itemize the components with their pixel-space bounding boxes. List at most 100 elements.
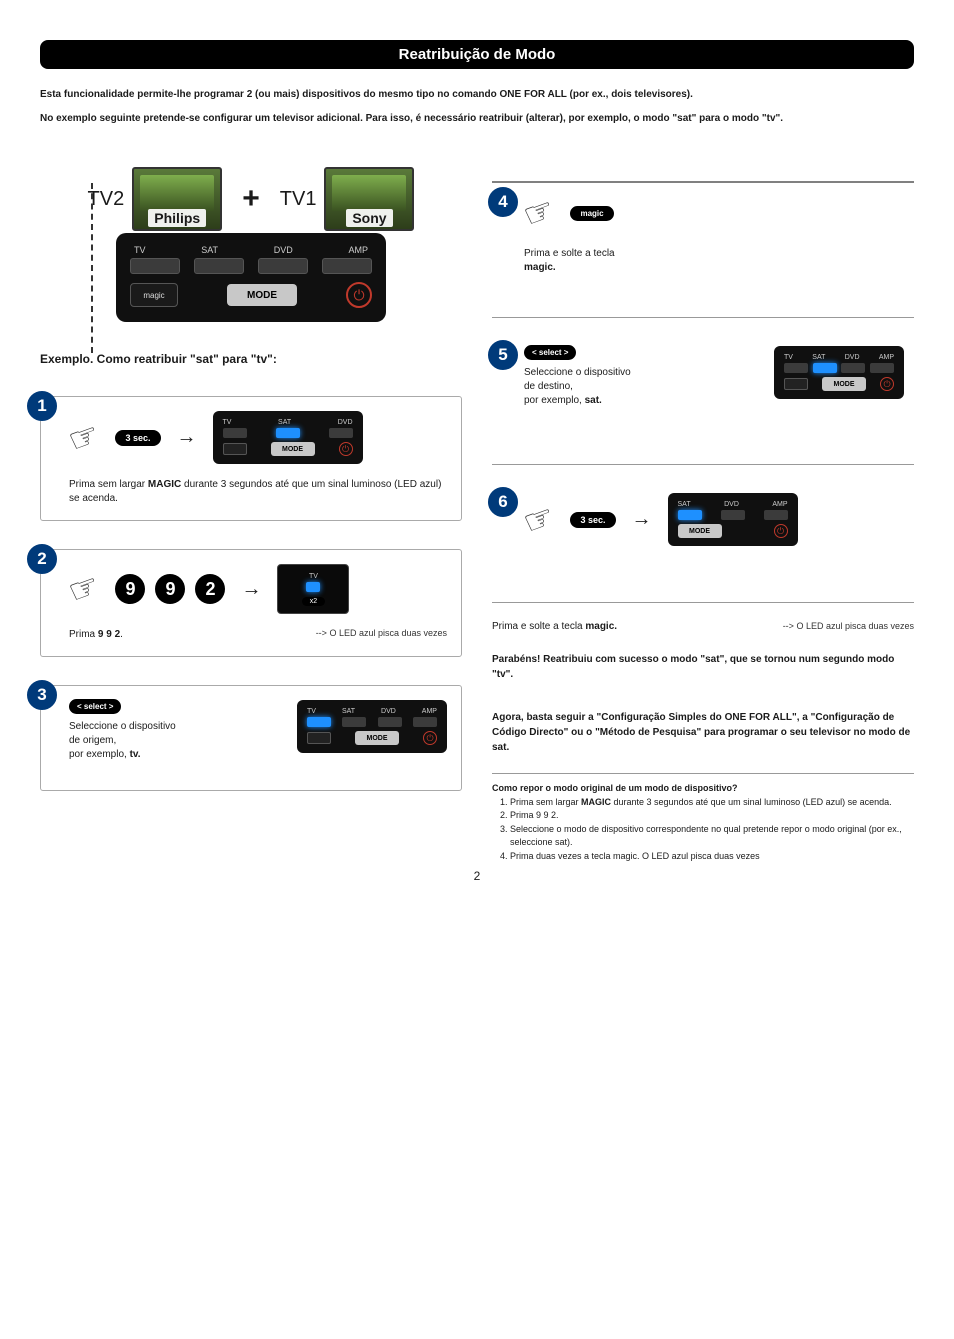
step-3: 3 < select > Seleccione o dispositivo de… — [40, 685, 462, 791]
reset-item: Prima duas vezes a tecla magic. O LED az… — [510, 850, 914, 864]
l3b: sat. — [585, 395, 602, 406]
magic-button: magic — [130, 283, 178, 307]
lbl: AMP — [879, 354, 894, 361]
mini-remote: SAT DVD AMP MODE ⏻ — [668, 493, 798, 546]
badge-3sec: 3 sec. — [115, 430, 160, 446]
lbl: TV — [307, 708, 316, 715]
slot — [841, 363, 865, 373]
arrow-icon: → — [177, 426, 197, 449]
success-p2: Agora, basta seguir a "Configuração Simp… — [492, 710, 914, 755]
magic-sm — [784, 378, 808, 390]
divider — [492, 602, 914, 603]
slot — [764, 510, 788, 520]
step-2: 2 ☞ 9 9 2 → TV x2 — [40, 549, 462, 657]
lbl: DVD — [338, 419, 353, 426]
cap-bold: 9 9 2 — [98, 629, 120, 640]
step-number: 1 — [27, 391, 57, 421]
tv1-label: TV1 — [280, 188, 317, 211]
mode-sm: MODE — [271, 442, 315, 456]
hand-icon: ☞ — [518, 189, 560, 237]
t: MAGIC — [581, 797, 611, 807]
cap-bold: magic. — [585, 621, 617, 632]
t: Prima duas vezes a tecla magic. O LED az… — [510, 851, 760, 861]
blink-note: --> O LED azul pisca duas vezes — [316, 628, 447, 642]
power-icon: ⏻ — [339, 442, 353, 456]
tv-tiny-lbl: TV — [309, 573, 318, 580]
l1: Prima e solte a tecla — [524, 247, 904, 261]
step2-caption: Prima 9 9 2. — [69, 628, 123, 642]
tv2-brand: Philips — [148, 209, 206, 227]
magic-badge: magic — [570, 206, 613, 221]
slot-on — [813, 363, 837, 373]
power-icon: ⏻ — [774, 524, 788, 538]
lbl: SAT — [342, 708, 355, 715]
lbl: AMP — [422, 708, 437, 715]
reset-heading: Como repor o modo original de um modo de… — [492, 783, 738, 793]
mode-sm: MODE — [355, 731, 399, 745]
magic-sm — [307, 732, 331, 744]
left-column: TV2 Philips + TV1 Sony TV SAT DVD AM — [40, 167, 462, 863]
reset-note: Como repor o modo original de um modo de… — [492, 773, 914, 863]
lbl: DVD — [381, 708, 396, 715]
step1-caption: Prima sem largar MAGIC durante 3 segundo… — [69, 478, 447, 506]
slot — [342, 717, 366, 727]
step-5: 5 < select > Seleccione o dispositivo de… — [492, 336, 914, 432]
step-4: 4 ☞ magic Prima e solte a tecla magic. — [492, 183, 914, 285]
mode-sm: MODE — [678, 524, 722, 538]
arrow-icon: → — [241, 578, 261, 601]
t: Seleccione o modo de dispositivo corresp… — [510, 824, 902, 848]
mode-slot — [130, 258, 180, 274]
page: Reatribuição de Modo Esta funcionalidade… — [0, 0, 954, 903]
t: durante 3 segundos até que um sinal lumi… — [611, 797, 892, 807]
step-number: 4 — [488, 187, 518, 217]
t: Prima sem largar — [510, 797, 581, 807]
l2: de destino, — [524, 380, 758, 394]
cap-pre: Prima — [69, 629, 98, 640]
slot — [223, 428, 247, 438]
badge-3sec: 3 sec. — [570, 512, 615, 528]
lbl: SAT — [812, 354, 825, 361]
tv-tiny: TV x2 — [277, 564, 349, 614]
step4-caption: Prima e solte a tecla magic. — [524, 247, 904, 275]
led-blue — [306, 582, 320, 592]
x2-badge: x2 — [302, 597, 325, 606]
digit: 2 — [195, 574, 225, 604]
l3pre: por exemplo, — [69, 749, 130, 760]
slot-on — [678, 510, 702, 520]
mode-slot — [322, 258, 372, 274]
magic-sm — [223, 443, 247, 455]
cap-bold: MAGIC — [148, 479, 181, 490]
l2: de origem, — [69, 734, 281, 748]
step6-caption: Prima e solte a tecla magic. — [492, 621, 617, 632]
power-icon: ⏻ — [423, 731, 437, 745]
remote-lbl-amp: AMP — [348, 245, 368, 255]
power-icon: ⏻ — [346, 282, 372, 308]
arrow-icon: → — [632, 508, 652, 531]
slot — [413, 717, 437, 727]
slot-on — [276, 428, 300, 438]
page-number: 2 — [40, 869, 914, 883]
slot — [329, 428, 353, 438]
step-6: 6 ☞ 3 sec. → SAT DVD AMP — [492, 483, 914, 570]
lbl: TV — [784, 354, 793, 361]
right-column: 4 ☞ magic Prima e solte a tecla magic. 5… — [492, 167, 914, 863]
step-number: 6 — [488, 487, 518, 517]
select-badge: < select > — [524, 345, 576, 360]
plus-icon: + — [242, 182, 260, 216]
digit: 9 — [155, 574, 185, 604]
mode-sm: MODE — [822, 377, 866, 391]
lbl: TV — [223, 419, 232, 426]
slot — [870, 363, 894, 373]
digit: 9 — [115, 574, 145, 604]
lbl: SAT — [678, 501, 691, 508]
dash-line — [91, 183, 93, 353]
two-columns: TV2 Philips + TV1 Sony TV SAT DVD AM — [40, 167, 914, 863]
step-number: 3 — [27, 680, 57, 710]
blink-note: --> O LED azul pisca duas vezes — [783, 621, 914, 632]
tv2-label: TV2 — [88, 188, 125, 211]
tv-illustration-row: TV2 Philips + TV1 Sony — [40, 167, 462, 231]
mini-remote: TV SAT DVD AMP MO — [774, 346, 904, 399]
l3b: tv. — [130, 749, 141, 760]
remote-illustration: TV SAT DVD AMP magic MODE ⏻ — [40, 233, 462, 322]
slot — [378, 717, 402, 727]
